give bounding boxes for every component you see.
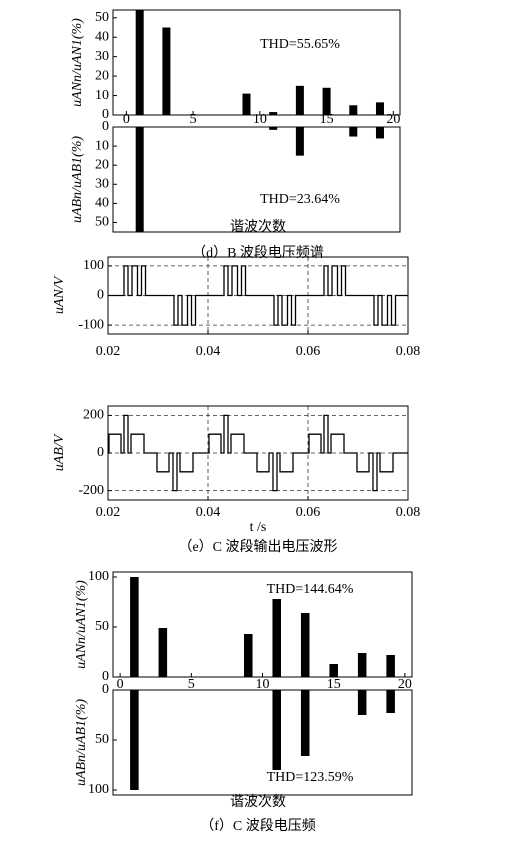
bar [357,653,367,677]
bar [158,628,168,677]
x-tick-label: 15 [327,677,341,692]
y-axis-label: uABn/uAB1(%) [74,699,89,786]
bar [295,127,304,156]
y-tick-label: 20 [95,68,109,83]
x-tick-label: 0 [117,677,124,692]
bar [386,655,395,677]
y-tick-label: 10 [95,138,109,153]
caption: （f）C 波段电压频 [200,818,316,834]
bar [135,127,144,232]
waveform [108,265,408,326]
y-axis-label: uANn/uAN1(%) [70,18,85,107]
y-tick-label: -100 [78,317,104,332]
bar [375,102,384,115]
y-tick-label: 0 [102,107,109,122]
bar [329,664,338,677]
x-tick-label: 5 [188,677,195,692]
bar [295,85,304,115]
y-axis-label: uAN/V [52,275,67,314]
y-tick-label: 100 [83,258,104,273]
bar [135,10,144,115]
annotation: THD=144.64% [267,582,354,597]
y-tick-label: 100 [88,782,109,797]
plot-frame [112,126,401,233]
y-tick-label: 0 [97,445,104,460]
bar [300,613,310,677]
bar [243,634,253,677]
y-tick-label: 30 [95,176,109,191]
y-tick-label: 0 [102,669,109,684]
x-tick-label: 0.02 [96,505,121,520]
plot-frame [112,571,413,678]
y-tick-label: 40 [95,196,109,211]
x-tick-label: 20 [398,677,412,692]
x-tick-label: 0 [123,112,130,127]
plot-frame [112,9,401,116]
y-tick-label: 40 [95,29,109,44]
bar [357,690,367,715]
x-axis-label: 谐波次数 [230,219,286,235]
y-tick-label: -200 [78,483,104,498]
y-tick-label: 50 [95,732,109,747]
bar [242,93,251,115]
bar [375,127,384,139]
x-tick-label: 5 [190,112,197,127]
y-axis-label: uABn/uAB1(%) [70,136,85,223]
x-tick-label: 15 [320,112,334,127]
x-tick-label: 0.02 [96,344,121,359]
x-tick-label: 0.08 [396,505,421,520]
caption: （d）B 波段电压频谱 [192,245,324,261]
y-tick-label: 0 [102,682,109,697]
x-tick-label: 0.08 [396,344,421,359]
bar [349,105,358,115]
waveform [108,414,408,492]
y-tick-label: 200 [83,408,104,423]
annotation: THD=123.59% [267,770,354,785]
x-tick-label: 10 [253,112,267,127]
y-tick-label: 20 [95,157,109,172]
y-tick-label: 50 [95,215,109,230]
bar [272,690,282,770]
y-tick-label: 0 [97,288,104,303]
bar [386,690,395,713]
bar [130,577,139,677]
bar [269,112,278,115]
x-tick-label: 0.06 [296,505,321,520]
bar [162,27,171,115]
x-tick-label: 0.04 [196,505,221,520]
x-tick-label: 20 [386,112,400,127]
y-tick-label: 50 [95,10,109,25]
caption: （e）C 波段输出电压波形 [178,539,337,555]
x-tick-label: 0.04 [196,344,221,359]
annotation: THD=55.65% [260,37,340,52]
bar [272,599,282,677]
y-tick-label: 50 [95,619,109,634]
annotation: THD=23.64% [260,192,340,207]
bar [300,690,310,756]
y-tick-label: 30 [95,49,109,64]
y-axis-label: uANn/uAN1(%) [74,580,89,669]
x-tick-label: 10 [256,677,270,692]
bar [130,690,139,790]
y-tick-label: 0 [102,119,109,134]
bar [269,127,278,130]
plot-frame [112,689,413,796]
bar [322,87,331,115]
x-axis-label: 谐波次数 [230,794,286,810]
y-tick-label: 100 [88,569,109,584]
y-tick-label: 10 [95,88,109,103]
bar [349,127,358,137]
y-axis-label: uAB/V [52,433,67,471]
x-axis-label: t /s [250,520,267,535]
x-tick-label: 0.06 [296,344,321,359]
